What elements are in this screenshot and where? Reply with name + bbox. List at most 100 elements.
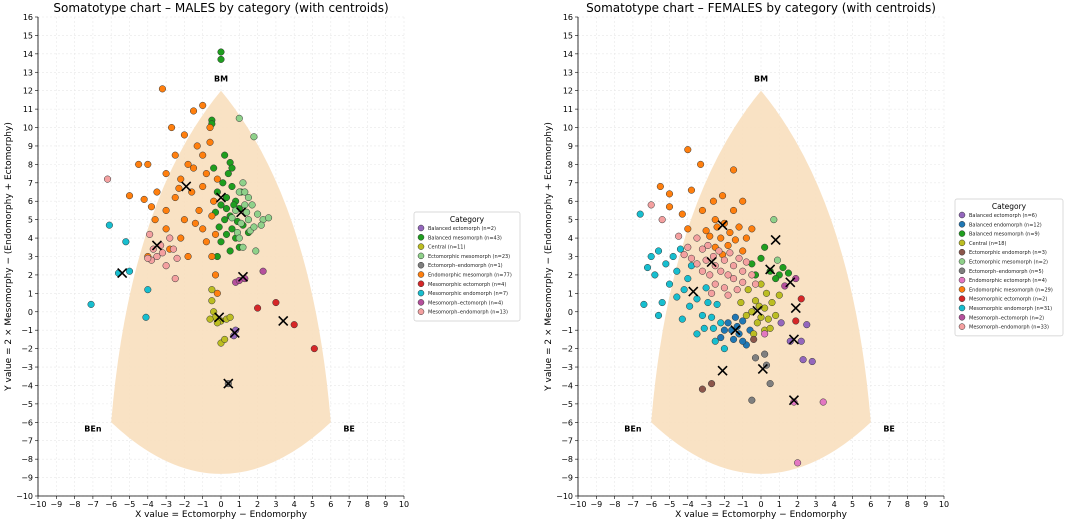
data-point [799,356,807,364]
y-tick-label: 13 [563,68,573,77]
legend-label: Endomorphic ectomorph (n=4) [969,278,1047,284]
data-point [735,223,743,231]
data-point [244,216,252,224]
data-point [175,184,183,192]
legend-item: Ectomorphic mesomorph (n=23) [417,252,510,260]
data-point [162,170,170,178]
x-tick-label: −5 [124,500,136,509]
data-point [757,254,765,262]
x-tick-label: −9 [590,500,602,509]
y-tick-label: 2 [568,271,573,280]
centroid-x-stroke [788,395,800,406]
legend-item: Endomorphic ectomorph (n=4) [958,276,1047,284]
x-tick-label: 3 [273,500,278,509]
data-point [647,252,655,261]
data-point [239,243,247,251]
data-point [665,190,674,198]
y-tick-label: −8 [561,455,573,464]
legend-label: Ectomorph–endomorph (n=5) [969,269,1044,275]
data-point [730,262,738,270]
data-point [140,195,148,203]
legend-item: Ectomorph–endomorph (n=5) [958,267,1044,275]
legend-marker [958,258,966,265]
data-point [651,271,659,279]
legend-item: Ectomorph–endomorph (n=1) [417,261,503,269]
data-point [665,280,674,288]
data-point [773,256,782,264]
data-point [726,229,734,237]
data-point [199,101,207,109]
data-point [221,151,229,159]
data-point [702,227,710,235]
data-point [191,219,199,227]
data-point [735,254,743,262]
x-tick-label: 3 [813,500,818,509]
data-point [751,297,760,305]
x-tick-label: −6 [645,500,657,509]
data-point [777,319,785,327]
legend-label: Balanced mesomorph (n=43) [428,235,502,241]
data-point [103,175,112,183]
data-point [217,238,225,246]
data-point [733,286,741,294]
legend-title: Category [450,215,485,224]
centroid-x-stroke [214,312,225,323]
legend-box [413,211,521,322]
data-point [708,313,716,321]
data-point [772,275,780,283]
legend-marker [958,276,966,284]
x-tick-label: −3 [700,500,712,509]
centroid-marker [770,234,781,245]
y-tick-label: 16 [563,13,573,22]
data-point [684,146,692,154]
centroid-x-stroke [706,256,717,268]
y-tick-label: −2 [21,345,33,354]
centroid-marker [236,207,247,218]
series [125,85,221,297]
data-point [202,238,210,246]
x-tick-label: −2 [719,500,731,509]
data-point [162,262,170,270]
data-point [166,234,174,242]
data-point [654,311,663,320]
data-point [222,193,231,202]
data-point [751,354,760,362]
data-point [731,236,739,244]
series [761,330,827,467]
data-point [748,308,756,316]
data-point [173,254,181,262]
legend-label: Mesomorphic endomorph (n=7) [428,291,508,297]
data-point [739,278,747,286]
y-tick-label: −3 [21,363,33,372]
data-point [213,289,221,297]
y-tick-label: 14 [563,50,573,59]
centroid-x-stroke [757,363,768,374]
data-point [241,188,249,196]
data-point [222,230,231,238]
centroid-x-stroke [717,365,728,376]
data-point [781,282,789,290]
data-point [766,267,774,275]
data-point [171,193,179,202]
centroid-x-stroke [229,327,240,339]
legend-marker [958,239,966,247]
legend-label: Ectomorph–endomorph (n=1) [428,263,503,269]
y-tick-label: 9 [28,142,33,151]
data-point [211,271,220,279]
legend-label: Central (n=18) [969,241,1006,247]
y-tick-label: 0 [28,308,33,317]
data-point [748,271,756,279]
legend-label: Mesomorph–ectomorph (n=2) [969,315,1044,321]
y-tick-label: 3 [568,253,573,262]
y-tick-label: −9 [21,474,33,483]
data-point [122,238,130,246]
x-tick-label: 2 [255,500,260,509]
data-point [254,210,262,218]
data-point [228,164,236,172]
x-tick-label: −3 [160,500,172,509]
data-point [180,131,188,139]
data-point [219,179,227,187]
data-point [784,269,793,277]
data-point [151,216,159,224]
